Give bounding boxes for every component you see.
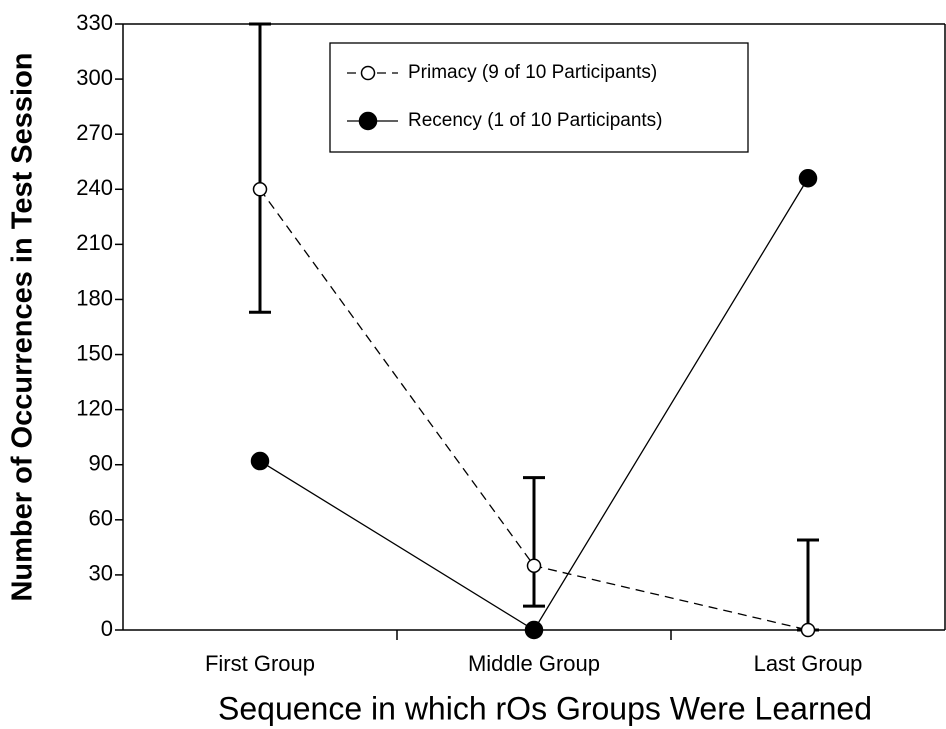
- y-tick-label: 210: [76, 230, 113, 255]
- marker: [524, 620, 544, 640]
- y-tick-label: 30: [89, 561, 113, 586]
- legend-box: [329, 42, 749, 153]
- marker: [526, 558, 542, 573]
- x-tick-label: Middle Group: [468, 651, 600, 676]
- y-tick-label: 0: [101, 616, 113, 641]
- x-tick-label: First Group: [205, 651, 315, 676]
- legend-label: Primacy (9 of 10 Participants): [408, 62, 657, 83]
- marker: [250, 451, 270, 471]
- legend-marker: [360, 65, 376, 81]
- x-axis-title: Sequence in which rOs Groups Were Learne…: [218, 690, 872, 726]
- y-tick-label: 60: [89, 506, 113, 531]
- marker: [252, 182, 268, 197]
- marker: [800, 622, 816, 638]
- marker: [798, 169, 818, 188]
- y-tick-label: 240: [76, 175, 113, 200]
- y-tick-label: 330: [76, 10, 113, 35]
- y-tick-label: 90: [89, 451, 113, 476]
- y-axis-title: Number of Occurrences in Test Session: [7, 52, 39, 601]
- y-tick-label: 270: [76, 120, 113, 145]
- legend-marker: [358, 111, 378, 131]
- y-tick-label: 120: [76, 395, 113, 420]
- y-tick-label: 180: [76, 285, 113, 310]
- legend-label: Recency (1 of 10 Participants): [408, 110, 663, 131]
- y-tick-label: 300: [76, 65, 113, 90]
- x-tick-label: Last Group: [754, 651, 863, 676]
- y-tick-label: 150: [76, 340, 113, 365]
